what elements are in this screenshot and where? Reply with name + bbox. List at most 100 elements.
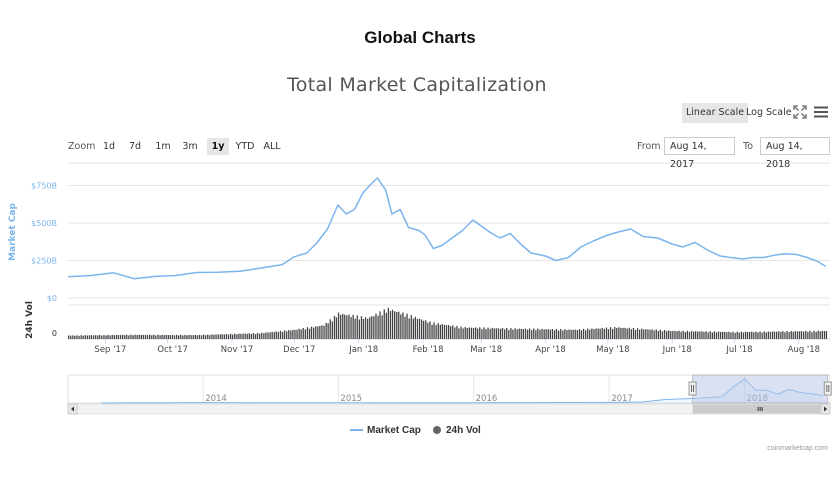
volume-bar	[778, 331, 780, 339]
zoom-7d-button[interactable]: 7d	[128, 141, 142, 152]
hamburger-menu-icon[interactable]	[814, 106, 828, 118]
volume-bar	[416, 318, 419, 339]
volume-bar	[803, 331, 805, 339]
volume-bar	[364, 317, 367, 339]
volume-bar	[682, 330, 684, 339]
from-date-input[interactable]: Aug 14, 2017	[664, 137, 735, 170]
volume-bar	[720, 332, 722, 339]
volume-bar	[464, 327, 466, 339]
to-date-input[interactable]: Aug 14, 2018	[760, 137, 830, 170]
log-scale-button[interactable]: Log Scale	[746, 107, 792, 118]
volume-bar	[159, 335, 161, 339]
volume-bar	[306, 327, 309, 339]
x-tick-label: Sep '17	[94, 345, 126, 355]
volume-bar	[813, 330, 815, 339]
volume-bar	[773, 331, 776, 339]
volume-bar	[639, 329, 641, 339]
volume-bar	[157, 334, 159, 339]
volume-bar	[290, 330, 292, 339]
volume-bar	[377, 315, 379, 339]
volume-bar	[281, 332, 284, 339]
volume-bar	[491, 327, 493, 339]
volume-bar	[566, 330, 568, 339]
volume-bar	[512, 329, 514, 339]
volume-bar	[458, 328, 460, 339]
volume-bar	[209, 335, 211, 339]
legend-item-market-cap[interactable]: Market Cap	[350, 425, 421, 436]
volume-bar	[286, 331, 288, 339]
legend-item-24h-vol[interactable]: 24h Vol	[433, 425, 481, 436]
credits-link[interactable]: coinmarketcap.com	[767, 445, 828, 452]
x-tick-label: Mar '18	[470, 345, 502, 355]
volume-bar	[553, 330, 556, 339]
volume-bar	[684, 332, 686, 339]
zoom-all-button[interactable]: ALL	[263, 141, 281, 152]
linear-scale-button[interactable]: Linear Scale	[682, 103, 749, 123]
zoom-3m-button[interactable]: 3m	[182, 141, 198, 152]
navigator-handle-left[interactable]	[688, 381, 697, 396]
navigator[interactable]: 20142015201620172018	[67, 374, 832, 415]
zoom-1d-button[interactable]: 1d	[102, 141, 116, 152]
volume-bar	[695, 331, 697, 339]
volume-bar	[126, 334, 128, 339]
volume-bar	[219, 334, 221, 339]
navigator-year-label: 2015	[340, 394, 362, 404]
volume-bar	[475, 327, 477, 339]
volume-bar	[248, 333, 250, 339]
volume-bar	[616, 328, 618, 339]
volume-bar	[450, 326, 452, 339]
volume-bar	[740, 331, 742, 339]
volume-bar	[819, 331, 821, 339]
navigator-selection[interactable]	[692, 374, 829, 404]
volume-bar	[545, 329, 547, 339]
volume-bar	[408, 318, 410, 339]
volume-bar	[641, 328, 643, 339]
volume-bar	[672, 330, 674, 339]
volume-bar	[421, 319, 423, 339]
volume-bar	[317, 326, 319, 339]
volume-bar	[558, 330, 560, 339]
x-axis-ticks: Sep '17 Oct '17 Nov '17 Dec '17 Jan '18 Feb '…	[94, 339, 820, 355]
y-tick-label: $750B	[31, 182, 57, 191]
zoom-1y-button[interactable]: 1y	[207, 138, 229, 155]
y-tick-label: $500B	[31, 219, 57, 228]
volume-bar	[628, 327, 630, 339]
volume-bar	[674, 330, 676, 339]
volume-bar	[688, 332, 691, 339]
volume-bar	[292, 329, 294, 339]
chart-title: Total Market Capitalization	[287, 74, 547, 96]
volume-bar	[570, 329, 572, 339]
volume-bar	[155, 335, 157, 339]
volume-bar	[207, 334, 209, 339]
volume-bar	[176, 334, 178, 339]
volume-bar	[221, 334, 223, 339]
volume-bar	[76, 335, 78, 339]
volume-bar	[547, 329, 549, 339]
volume-bar	[323, 325, 325, 339]
volume-bar	[697, 331, 699, 339]
volume-bar	[497, 328, 500, 339]
volume-bar	[599, 328, 601, 339]
volume-bar	[352, 314, 354, 339]
volume-bar	[246, 333, 248, 339]
volume-bar	[798, 331, 801, 339]
zoom-1m-button[interactable]: 1m	[155, 141, 171, 152]
volume-bar	[441, 324, 443, 339]
volume-bar	[358, 319, 360, 339]
y-axis-label-market-cap: Market Cap	[8, 203, 18, 261]
volume-bar	[603, 328, 605, 339]
volume-bar	[400, 314, 402, 339]
navigator-handle-right[interactable]	[823, 381, 832, 396]
volume-bar	[439, 324, 441, 339]
volume-bar	[149, 334, 151, 339]
fullscreen-icon[interactable]	[793, 105, 807, 119]
volume-bar	[80, 335, 82, 339]
volume-bar	[448, 325, 450, 339]
volume-bar	[466, 328, 468, 339]
volume-bar	[722, 331, 724, 339]
volume-bar	[348, 314, 350, 339]
volume-bar	[655, 329, 657, 339]
volume-bar	[508, 330, 510, 339]
volume-bar	[211, 334, 213, 339]
zoom-ytd-button[interactable]: YTD	[235, 141, 255, 152]
